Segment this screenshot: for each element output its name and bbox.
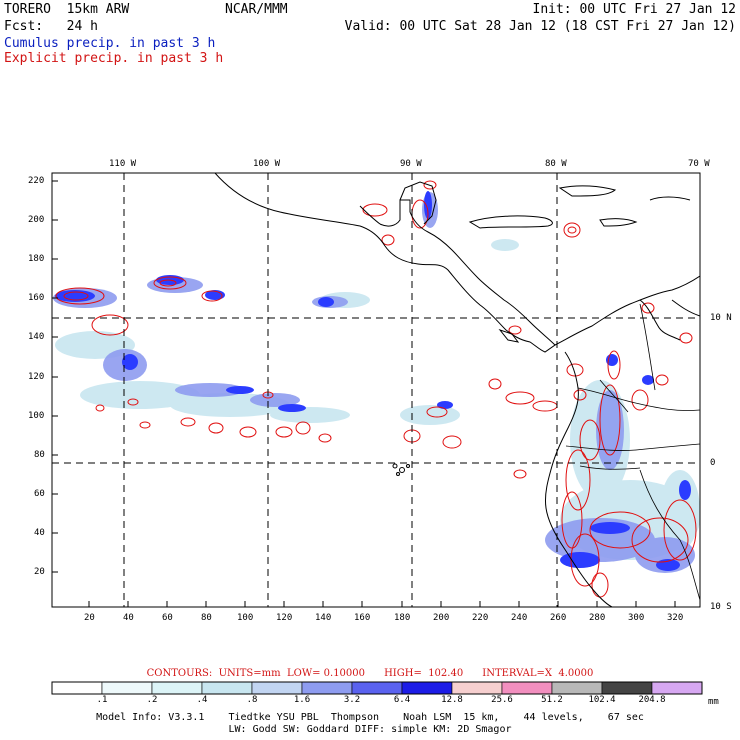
colorbar-cell — [351, 681, 403, 695]
lon-label-70w: 70 W — [688, 159, 710, 169]
x-label-120: 120 — [276, 613, 293, 623]
y-label-180: 180 — [28, 254, 45, 264]
y-label-120: 120 — [28, 372, 45, 382]
forecast-hour: Fcst: 24 h — [4, 19, 98, 34]
colorbar-label: 102.4 — [588, 695, 616, 705]
y-label-220: 220 — [28, 176, 45, 186]
x-label-260: 260 — [550, 613, 567, 623]
x-label-180: 180 — [394, 613, 411, 623]
x-label-140: 140 — [315, 613, 332, 623]
colorbar-label: .1 — [96, 695, 108, 705]
field-explicit-label: Explicit precip. in past 3 h — [4, 51, 224, 66]
init-time: Init: 00 UTC Fri 27 Jan 12 — [532, 2, 737, 17]
colorbar-cell — [51, 681, 103, 695]
colorbar-cell — [301, 681, 353, 695]
colorbar-cell — [501, 681, 553, 695]
y-label-40: 40 — [34, 528, 45, 538]
y-label-140: 140 — [28, 332, 45, 342]
y-label-200: 200 — [28, 215, 45, 225]
colorbar-label: 204.8 — [638, 695, 666, 705]
x-label-100: 100 — [237, 613, 254, 623]
colorbar-label: 25.6 — [491, 695, 513, 705]
x-label-280: 280 — [589, 613, 606, 623]
model-info-line1: Model Info: V3.3.1 Tiedtke YSU PBL Thomp… — [96, 712, 644, 723]
org-label: NCAR/MMM — [225, 2, 288, 17]
map-frame — [51, 172, 701, 608]
colorbar-label: 6.4 — [393, 695, 411, 705]
axis-ticks — [52, 180, 676, 607]
y-label-100: 100 — [28, 411, 45, 421]
x-label-240: 240 — [511, 613, 528, 623]
colorbar-cell — [601, 681, 653, 695]
lat-label-10n: 10 N — [710, 313, 732, 323]
x-label-80: 80 — [201, 613, 212, 623]
colorbar-cell — [551, 681, 603, 695]
valid-time: Valid: 00 UTC Sat 28 Jan 12 (18 CST Fri … — [344, 19, 736, 34]
x-label-220: 220 — [472, 613, 489, 623]
coastlines — [214, 173, 700, 607]
x-label-160: 160 — [354, 613, 371, 623]
contours-info: CONTOURS: UNITS=mm LOW= 0.10000 HIGH= 10… — [146, 668, 594, 679]
field-cumulus-label: Cumulus precip. in past 3 h — [4, 36, 216, 51]
y-label-60: 60 — [34, 489, 45, 499]
lon-label-110w: 110 W — [109, 159, 137, 169]
lon-label-80w: 80 W — [545, 159, 567, 169]
colorbar-unit: mm — [708, 697, 719, 707]
colorbar-frame — [51, 681, 703, 695]
colorbar-label: .8 — [246, 695, 258, 705]
x-label-40: 40 — [123, 613, 134, 623]
lon-label-100w: 100 W — [253, 159, 281, 169]
colorbar-label: .2 — [146, 695, 158, 705]
colorbar-cell — [651, 681, 703, 695]
x-label-300: 300 — [628, 613, 645, 623]
x-label-20: 20 — [84, 613, 95, 623]
x-label-200: 200 — [433, 613, 450, 623]
colorbar-label: .4 — [196, 695, 208, 705]
colorbar-label: 3.2 — [343, 695, 361, 705]
colorbar-label: 51.2 — [541, 695, 563, 705]
y-label-160: 160 — [28, 293, 45, 303]
colorbar-cell — [251, 681, 303, 695]
colorbar-cell — [451, 681, 503, 695]
colorbar-cell — [201, 681, 253, 695]
x-label-320: 320 — [667, 613, 684, 623]
graticule — [52, 173, 700, 607]
colorbar-cell — [101, 681, 153, 695]
model-info-line2: LW: Godd SW: Goddard DIFF: simple KM: 2D… — [228, 724, 512, 735]
lat-label-0: 0 — [710, 458, 716, 468]
colorbar-label: 12.8 — [441, 695, 463, 705]
model-title: TORERO 15km ARW — [4, 2, 130, 17]
y-label-20: 20 — [34, 567, 45, 577]
lon-label-90w: 90 W — [400, 159, 422, 169]
colorbar-cell — [151, 681, 203, 695]
x-label-60: 60 — [162, 613, 173, 623]
lat-label-10s: 10 S — [710, 602, 732, 612]
colorbar-label: 1.6 — [293, 695, 311, 705]
y-label-80: 80 — [34, 450, 45, 460]
colorbar-cell — [401, 681, 453, 695]
